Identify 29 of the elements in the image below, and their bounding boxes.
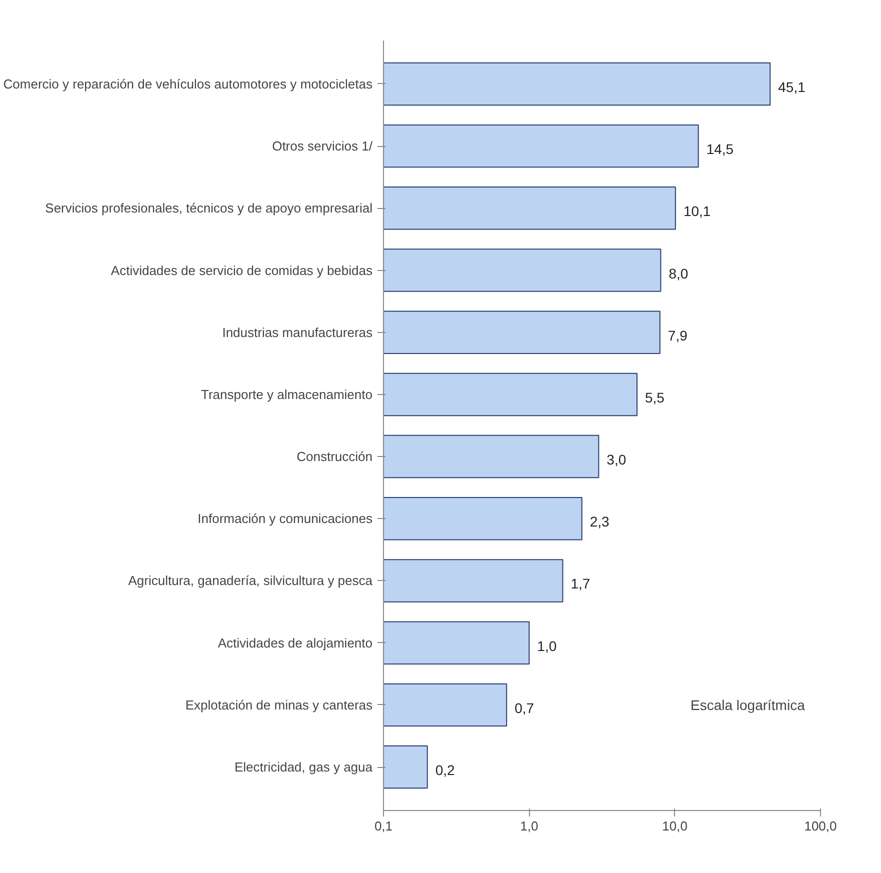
data-label: 14,5 <box>706 141 734 158</box>
y-tick-label: Servicios profesionales, técnicos y de apoyo empresarial <box>45 200 373 216</box>
data-label: 1,7 <box>570 576 590 592</box>
data-label: 1,0 <box>537 638 557 654</box>
data-label: 7,9 <box>668 327 688 344</box>
data-label: 2,3 <box>590 514 610 530</box>
data-label: 10,1 <box>683 203 711 220</box>
y-tick-label: Otros servicios 1/ <box>272 138 373 154</box>
y-tick-label: Actividades de servicio de comidas y bebidas <box>110 262 373 278</box>
x-tick-label: 100,0 <box>804 818 837 834</box>
data-label: 45,1 <box>778 78 806 95</box>
y-tick-label: Construcción <box>296 449 373 464</box>
data-label: 8,0 <box>668 265 688 282</box>
data-label: 5,5 <box>645 389 665 406</box>
y-tick-label: Información y comunicaciones <box>198 511 373 526</box>
annotation: Escala logarítmica <box>690 696 806 713</box>
data-label: 0,7 <box>514 700 534 716</box>
data-label: 0,2 <box>435 762 456 778</box>
x-tick-label: 0,1 <box>374 818 393 834</box>
y-tick-label: Actividades de alojamiento <box>218 635 373 650</box>
data-label: 3,0 <box>606 452 626 468</box>
x-tick-label: 1,0 <box>520 818 538 834</box>
y-tick-label: Comercio y reparación de vehículos automotores y motocicletas <box>3 76 373 92</box>
y-tick-label: Industrias manufactureras <box>222 324 373 340</box>
y-tick-label: Explotación de minas y canteras <box>185 697 373 712</box>
y-tick-label: Electricidad, gas y agua <box>234 760 374 775</box>
y-tick-label: Agricultura, ganadería, silvicultura y pesca <box>128 573 374 588</box>
x-tick-label: 10,0 <box>662 818 688 834</box>
y-tick-label: Transporte y almacenamiento <box>201 386 373 402</box>
